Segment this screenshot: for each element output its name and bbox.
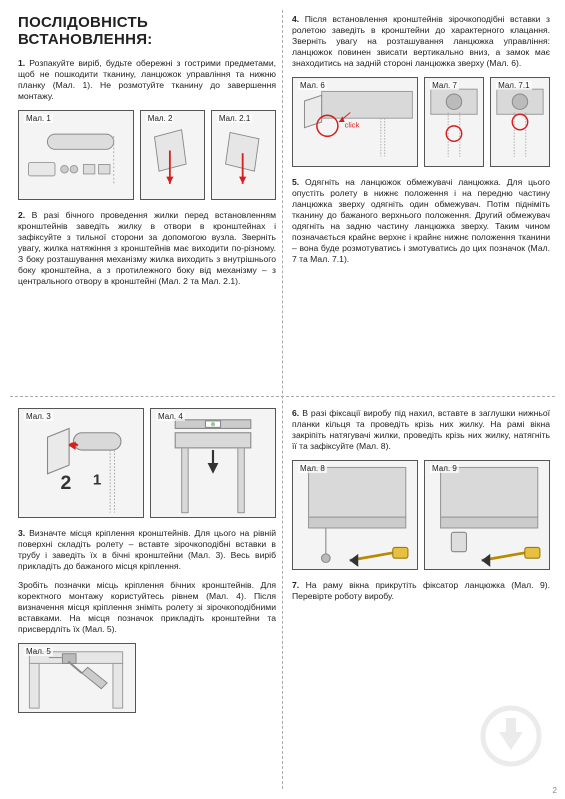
fig-row-1: Мал. 1 Мал. 2	[18, 110, 276, 200]
illustration-bracket-b	[212, 111, 275, 199]
figure-3: Мал. 3 2 1	[18, 408, 144, 518]
figure-1: Мал. 1	[18, 110, 134, 200]
figure-5: Мал. 5	[18, 643, 136, 713]
illustration-assemble: 2 1	[19, 409, 143, 517]
step-7: 7. На раму вікна прикрутіть фіксатор лан…	[292, 580, 550, 602]
figure-9: Мал. 9	[424, 460, 550, 570]
quadrant-top-right: 4. Після встановлення кронштейнів зірочк…	[292, 14, 550, 392]
svg-text:2: 2	[60, 472, 71, 494]
step-2: 2. В разі бічного проведення жилки перед…	[18, 210, 276, 287]
figure-caption: Мал. 6	[298, 81, 327, 90]
figure-7: Мал. 7	[424, 77, 484, 167]
fig-row-tension: Мал. 8 Мал. 9	[292, 460, 550, 570]
fig-row-5: Мал. 5	[18, 643, 276, 713]
divider-vertical	[282, 10, 283, 789]
step-6: 6. В разі фіксації виробу під нахил, вст…	[292, 408, 550, 452]
figure-caption: Мал. 8	[298, 464, 327, 473]
svg-text:1: 1	[93, 472, 101, 489]
step-4: 4. Після встановлення кронштейнів зірочк…	[292, 14, 550, 69]
illustration-limiter-a	[425, 78, 483, 166]
figure-caption: Мал. 9	[430, 464, 459, 473]
figure-caption: Мал. 7.1	[496, 81, 531, 90]
fig-row-brackets: Мал. 6 click Мал. 7	[292, 77, 550, 167]
illustration-limiter-b	[491, 78, 549, 166]
step-3b: Зробіть позначки місць кріплення бічних …	[18, 580, 276, 635]
illustration-bracket-a	[141, 111, 204, 199]
figure-6: Мал. 6 click	[292, 77, 418, 167]
illustration-tensioner-a	[293, 461, 417, 569]
step-5: 5. Одягніть на ланцюжок обмежувачі ланцю…	[292, 177, 550, 265]
figure-4: Мал. 4	[150, 408, 276, 518]
figure-8: Мал. 8	[292, 460, 418, 570]
quadrant-bottom-left: Мал. 3 2 1 Мал. 4	[18, 408, 276, 782]
click-label: click	[345, 121, 360, 130]
watermark-icon	[479, 704, 543, 773]
illustration-unpack	[19, 111, 133, 199]
figure-7-1: Мал. 7.1	[490, 77, 550, 167]
figure-caption: Мал. 7	[430, 81, 459, 90]
step-1: 1. Розпакуйте виріб, будьте обережні з г…	[18, 58, 276, 102]
illustration-level	[151, 409, 275, 517]
figure-caption: Мал. 5	[24, 647, 53, 656]
figure-caption: Мал. 3	[24, 412, 53, 421]
page-number: 2	[553, 786, 557, 795]
illustration-tensioner-b	[425, 461, 549, 569]
figure-caption: Мал. 2.1	[217, 114, 252, 123]
figure-2-1: Мал. 2.1	[211, 110, 276, 200]
divider-horizontal	[10, 396, 555, 397]
page-title: ПОСЛІДОВНІСТЬ ВСТАНОВЛЕННЯ:	[18, 14, 276, 48]
page: ПОСЛІДОВНІСТЬ ВСТАНОВЛЕННЯ: 1. Розпакуйт…	[0, 0, 565, 799]
step-3: 3. Визначте місця кріплення кронштейнів.…	[18, 528, 276, 572]
quadrant-top-left: ПОСЛІДОВНІСТЬ ВСТАНОВЛЕННЯ: 1. Розпакуйт…	[18, 14, 276, 392]
illustration-click: click	[293, 78, 417, 166]
figure-caption: Мал. 1	[24, 114, 53, 123]
figure-2: Мал. 2	[140, 110, 205, 200]
figure-caption: Мал. 4	[156, 412, 185, 421]
figure-caption: Мал. 2	[146, 114, 175, 123]
fig-row-mount: Мал. 3 2 1 Мал. 4	[18, 408, 276, 518]
